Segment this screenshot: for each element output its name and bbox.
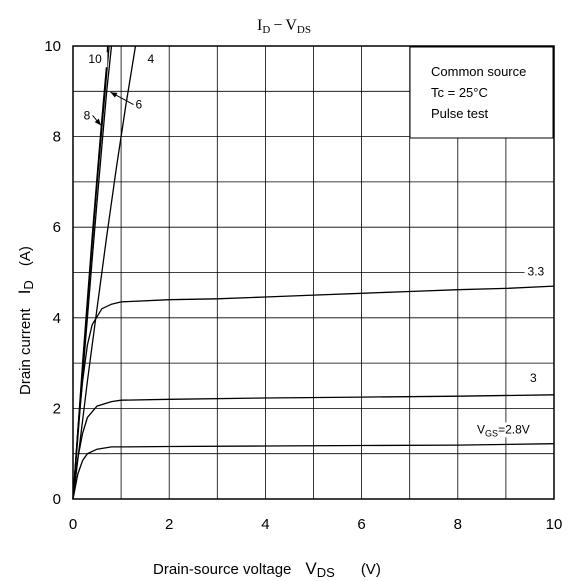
x-tick-label: 4 [261, 516, 269, 533]
x-tick-label: 10 [546, 516, 563, 533]
curve-label-arrowhead [94, 118, 101, 126]
x-tick-label: 0 [69, 516, 77, 533]
y-tick-label: 4 [53, 310, 61, 327]
curve-label-bg [132, 97, 147, 113]
curve-label-8: 8 [84, 108, 91, 122]
curve-vgs-3-3 [72, 285, 555, 500]
curve-label-6: 6 [136, 98, 143, 112]
legend-box: Common source Tc = 25°C Pulse test [409, 46, 554, 139]
curve-label-4: 4 [148, 52, 155, 66]
curve-labels: 10 8 6 4 3.3 3 VGS=2.8V [80, 52, 555, 438]
curve-vgs-2-8 [72, 443, 555, 500]
curve-label-bg [524, 264, 555, 280]
curve-label-bg [80, 108, 95, 124]
y-tick-label: 8 [53, 129, 61, 146]
curve-label-arrowhead [110, 92, 118, 98]
plot-frame [72, 45, 555, 500]
curve-vgs-3 [72, 394, 555, 500]
y-tick-label: 0 [53, 491, 61, 508]
legend-line-1: Common source [431, 64, 526, 79]
curve-label-bg [144, 52, 159, 68]
y-axis-label: Drain currentID(A) [15, 246, 36, 395]
y-tick-labels: 0 2 4 6 8 10 [44, 38, 61, 508]
x-tick-label: 6 [357, 516, 365, 533]
curve-vgs-4 [72, 45, 137, 500]
legend-line-2: Tc = 25°C [431, 85, 488, 100]
curve-label-2-8: VGS=2.8V [477, 422, 530, 438]
curve-label-3-3: 3.3 [528, 265, 545, 279]
curve-label-bg [85, 52, 108, 68]
curve-label-bg [474, 422, 549, 438]
chart-title: ID − VDS [257, 17, 311, 36]
x-tick-labels: 0 2 4 6 8 10 [69, 516, 563, 533]
y-tick-label: 6 [53, 219, 61, 236]
curve-label-10: 10 [88, 52, 102, 66]
curve-label-bg [526, 371, 541, 387]
x-tick-label: 8 [454, 516, 462, 533]
y-tick-label: 2 [53, 400, 61, 417]
y-tick-label: 10 [44, 38, 61, 55]
x-axis-label: Drain-source voltage VDS (V) [153, 559, 381, 580]
grid [73, 46, 554, 499]
curves [72, 45, 555, 500]
legend-line-3: Pulse test [431, 106, 488, 121]
curve-label-3: 3 [530, 371, 537, 385]
x-tick-label: 2 [165, 516, 173, 533]
